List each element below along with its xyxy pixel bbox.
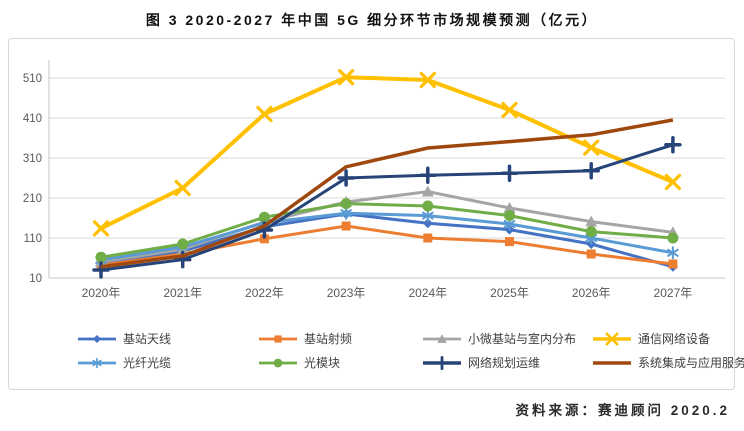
legend-swatch	[593, 360, 631, 365]
x-axis-labels: 2020年 2021年 2022年 2023年 2024年 2025年 2026年 2027年	[82, 286, 693, 300]
legend-item-4: 光纤光缆	[77, 355, 258, 370]
legend-item-3: 通信网络设备	[592, 331, 744, 346]
marker-x	[605, 331, 619, 345]
legend-label: 通信网络设备	[638, 332, 711, 346]
axis-tick-label: 2022年	[245, 286, 284, 300]
legend-swatch	[259, 334, 297, 343]
marker-diamond	[422, 218, 433, 229]
legend-swatch	[259, 358, 297, 367]
marker-square	[668, 259, 678, 269]
marker-x	[92, 220, 110, 237]
axis-tick-label: 2025年	[490, 286, 529, 300]
axis-tick-label: 10	[29, 273, 42, 285]
marker-circle	[585, 226, 597, 238]
marker-x	[337, 69, 355, 86]
series-7	[100, 118, 674, 269]
marker-x	[256, 105, 273, 123]
axis-tick-label: 410	[23, 113, 42, 125]
marker-circle	[340, 198, 352, 210]
marker-triangle	[585, 215, 598, 227]
legend-swatch	[593, 331, 631, 345]
marker-square	[586, 249, 596, 259]
marker-square	[274, 334, 282, 343]
marker-plus	[419, 166, 437, 184]
marker-x	[583, 139, 600, 156]
marker-square	[259, 234, 269, 244]
legend-label: 基站射频	[304, 332, 353, 346]
marker-circle	[273, 358, 283, 367]
axis-tick-label: 2024年	[408, 286, 447, 300]
legend-swatch	[78, 334, 116, 343]
legend-item-2: 小微基站与室内分布	[422, 331, 592, 346]
marker-square	[423, 233, 433, 243]
legend: 基站天线 基站射频 小微基站与室内分布 通信网络设备光纤光缆 光模块 网络规划运维 系统集成…	[67, 331, 744, 370]
marker-plus	[500, 164, 519, 182]
marker-square	[505, 237, 514, 247]
chart-title: 图 3 2020-2027 年中国 5G 细分环节市场规模预测（亿元）	[145, 12, 599, 28]
marker-asterisk	[92, 357, 102, 368]
legend-label: 光纤光缆	[123, 356, 172, 370]
marker-circle	[667, 232, 679, 244]
series-5	[95, 198, 679, 263]
legend-label: 小微基站与室内分布	[468, 332, 577, 346]
marker-square	[341, 221, 351, 231]
marker-x	[664, 173, 682, 191]
axis-tick-label: 2021年	[163, 286, 202, 300]
legend-swatch	[423, 333, 461, 343]
source-note: 资料来源：赛迪顾问 2020.2	[515, 403, 730, 418]
series-3	[92, 69, 682, 237]
axis-tick-label: 2023年	[327, 286, 366, 300]
axis-tick-label: 210	[23, 193, 42, 205]
marker-circle	[422, 200, 434, 212]
marker-circle	[258, 211, 270, 223]
legend-label: 网络规划运维	[468, 356, 541, 370]
marker-x	[174, 179, 191, 197]
axis-tick-label: 110	[24, 233, 42, 245]
legend-label: 系统集成与应用服务	[638, 356, 744, 370]
marker-plus	[434, 355, 450, 370]
marker-plus	[582, 162, 600, 180]
legend-item-1: 基站射频	[258, 331, 422, 346]
marker-plus	[337, 169, 355, 187]
marker-diamond	[93, 334, 101, 343]
marker-triangle	[437, 333, 447, 343]
marker-circle	[95, 251, 107, 263]
marker-asterisk	[421, 209, 434, 223]
marker-asterisk	[667, 246, 679, 260]
marker-x	[419, 71, 436, 89]
legend-label: 光模块	[304, 356, 341, 370]
marker-plus	[664, 136, 682, 154]
legend-item-7: 系统集成与应用服务	[592, 355, 744, 370]
legend-label: 基站天线	[123, 332, 172, 346]
marker-asterisk	[340, 206, 352, 220]
legend-item-5: 光模块	[258, 355, 422, 370]
axis-tick-label: 510	[23, 73, 42, 85]
axis-tick-label: 2026年	[572, 286, 611, 300]
marker-triangle	[503, 202, 516, 213]
axis-tick-label: 310	[23, 153, 42, 165]
legend-item-0: 基站天线	[77, 331, 258, 346]
marker-circle	[177, 238, 189, 250]
axis-tick-label: 2020年	[82, 286, 121, 300]
marker-triangle	[421, 185, 434, 197]
marker-circle	[504, 210, 515, 222]
legend-swatch	[423, 355, 461, 370]
legend-swatch	[78, 357, 116, 368]
marker-x	[501, 101, 518, 119]
axis-tick-label: 2027年	[654, 286, 693, 300]
legend-item-6: 网络规划运维	[422, 355, 592, 370]
